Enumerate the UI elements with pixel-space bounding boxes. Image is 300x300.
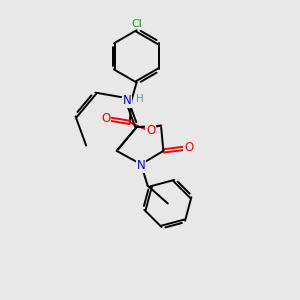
Text: N: N <box>137 159 146 172</box>
Text: Cl: Cl <box>131 19 142 29</box>
Text: O: O <box>101 112 111 125</box>
Text: O: O <box>184 141 193 154</box>
Text: O: O <box>146 124 155 137</box>
Text: N: N <box>123 94 132 107</box>
Text: H: H <box>136 94 143 104</box>
